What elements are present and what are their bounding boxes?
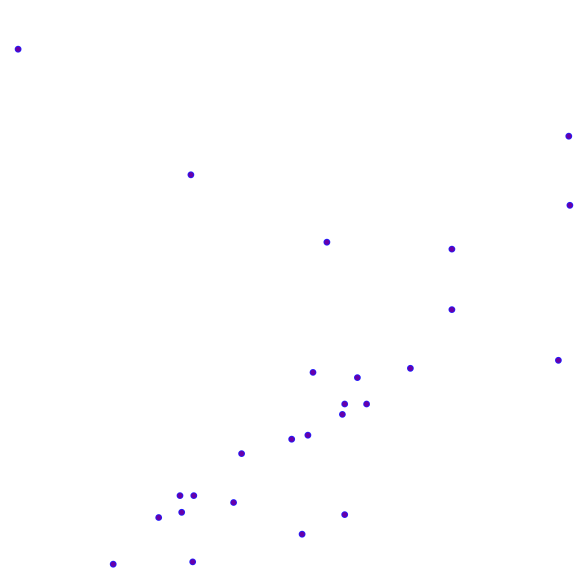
- data-point-11: [353, 374, 361, 382]
- data-point-20: [230, 499, 238, 506]
- data-point-23: [341, 511, 349, 518]
- data-point-19: [190, 492, 198, 500]
- data-point-17: [238, 450, 246, 458]
- data-point-8: [555, 356, 562, 364]
- data-point-18: [176, 492, 184, 500]
- data-point-13: [363, 400, 371, 408]
- data-point-4: [187, 171, 195, 179]
- data-point-25: [109, 560, 117, 568]
- data-point-21: [178, 508, 186, 516]
- points-layer: [14, 45, 574, 568]
- data-point-5: [323, 238, 331, 246]
- data-point-15: [304, 431, 312, 439]
- data-point-22: [155, 514, 163, 521]
- data-point-24: [298, 530, 306, 538]
- data-point-14: [338, 410, 346, 418]
- data-point-1: [14, 45, 22, 53]
- data-point-2: [565, 132, 573, 140]
- data-point-7: [448, 306, 456, 314]
- data-point-16: [288, 435, 296, 443]
- data-point-3: [566, 201, 574, 209]
- data-point-12: [341, 400, 349, 408]
- data-point-9: [406, 364, 414, 372]
- data-point-6: [448, 245, 456, 253]
- data-point-26: [189, 558, 197, 566]
- data-point-10: [309, 368, 317, 376]
